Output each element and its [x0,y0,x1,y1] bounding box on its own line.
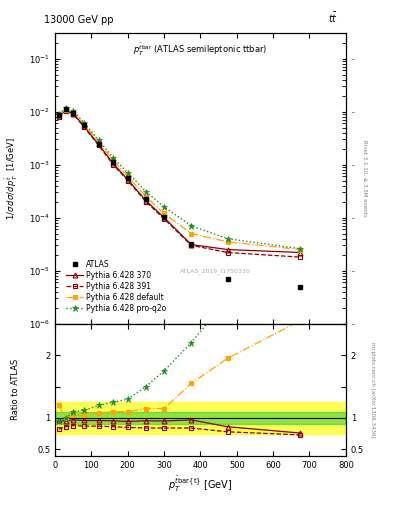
Pythia 6.428 370 [143,198,148,204]
Pythia 6.428 370 [82,123,86,130]
Pythia 6.428 370 [56,113,61,119]
Pythia 6.428 391 [125,178,130,184]
Pythia 6.428 391 [189,242,194,248]
ATLAS [189,241,194,247]
Pythia 6.428 370 [64,108,68,114]
ATLAS [298,284,303,290]
Pythia 6.428 391 [298,254,303,260]
ATLAS [125,175,130,181]
Pythia 6.428 default [71,109,75,115]
Pythia 6.428 pro-q2o [125,170,130,176]
Pythia 6.428 default [111,157,116,163]
Pythia 6.428 391 [56,114,61,120]
Pythia 6.428 370 [96,141,101,147]
ATLAS [143,197,148,203]
Pythia 6.428 391 [64,108,68,114]
Bar [55,402,346,434]
ATLAS [71,110,75,116]
Line: Pythia 6.428 391: Pythia 6.428 391 [56,108,303,260]
ATLAS [225,276,230,282]
Legend: ATLAS, Pythia 6.428 370, Pythia 6.428 391, Pythia 6.428 default, Pythia 6.428 pr: ATLAS, Pythia 6.428 370, Pythia 6.428 39… [65,259,168,314]
Pythia 6.428 pro-q2o [111,155,116,161]
Pythia 6.428 391 [82,124,86,130]
Pythia 6.428 370 [298,249,303,255]
Pythia 6.428 pro-q2o [56,111,61,117]
ATLAS [111,159,116,165]
Y-axis label: Ratio to ATLAS: Ratio to ATLAS [11,359,20,420]
Y-axis label: mcplots.cern.ch [arXiv:1306.3436]: mcplots.cern.ch [arXiv:1306.3436] [370,342,375,437]
Pythia 6.428 default [82,121,86,127]
Pythia 6.428 pro-q2o [189,223,194,229]
Pythia 6.428 370 [189,242,194,248]
Pythia 6.428 391 [225,249,230,255]
Pythia 6.428 pro-q2o [71,108,75,114]
ATLAS [82,122,86,129]
Text: $t\bar{t}$: $t\bar{t}$ [328,11,338,25]
ATLAS [64,106,68,113]
Pythia 6.428 default [298,246,303,252]
Pythia 6.428 370 [162,215,167,221]
X-axis label: $p_T^{\bar{t}\mathrm{bar\{t\}}}$ [GeV]: $p_T^{\bar{t}\mathrm{bar\{t\}}}$ [GeV] [168,475,233,494]
Pythia 6.428 pro-q2o [298,246,303,252]
Pythia 6.428 pro-q2o [225,236,230,242]
Pythia 6.428 370 [225,246,230,252]
Line: ATLAS: ATLAS [56,107,303,289]
Text: $p_T^{\bar{t}\mathrm{bar}}$ (ATLAS semileptonic ttbar): $p_T^{\bar{t}\mathrm{bar}}$ (ATLAS semil… [133,42,268,58]
ATLAS [96,140,101,146]
ATLAS [162,214,167,220]
Bar [55,412,346,424]
Pythia 6.428 default [96,139,101,145]
Pythia 6.428 370 [71,111,75,117]
Pythia 6.428 default [56,112,61,118]
Y-axis label: $1 / \sigma\, d\sigma / d\, p_T^{\bar{t}}$  [1/GeV]: $1 / \sigma\, d\sigma / d\, p_T^{\bar{t}… [4,137,20,220]
Pythia 6.428 391 [111,162,116,168]
Pythia 6.428 pro-q2o [82,119,86,125]
ATLAS [56,112,61,118]
Pythia 6.428 391 [96,142,101,148]
Pythia 6.428 default [64,107,68,113]
Pythia 6.428 391 [162,216,167,222]
Pythia 6.428 pro-q2o [64,105,68,112]
Line: Pythia 6.428 pro-q2o: Pythia 6.428 pro-q2o [55,105,304,252]
Pythia 6.428 default [143,194,148,200]
Pythia 6.428 391 [71,111,75,117]
Pythia 6.428 pro-q2o [96,137,101,143]
Pythia 6.428 default [225,239,230,245]
Y-axis label: Rivet 3.1.10, ≥ 3.5M events: Rivet 3.1.10, ≥ 3.5M events [362,140,367,217]
Pythia 6.428 pro-q2o [162,204,167,210]
Pythia 6.428 370 [111,160,116,166]
Pythia 6.428 default [189,230,194,237]
Pythia 6.428 pro-q2o [143,188,148,195]
Pythia 6.428 default [125,173,130,179]
Line: Pythia 6.428 370: Pythia 6.428 370 [56,108,303,255]
Pythia 6.428 default [162,210,167,217]
Pythia 6.428 391 [143,199,148,205]
Text: ATLAS_2019_I1750330: ATLAS_2019_I1750330 [180,269,250,274]
Text: 13000 GeV pp: 13000 GeV pp [44,15,113,25]
Line: Pythia 6.428 default: Pythia 6.428 default [56,108,303,252]
Pythia 6.428 370 [125,177,130,183]
